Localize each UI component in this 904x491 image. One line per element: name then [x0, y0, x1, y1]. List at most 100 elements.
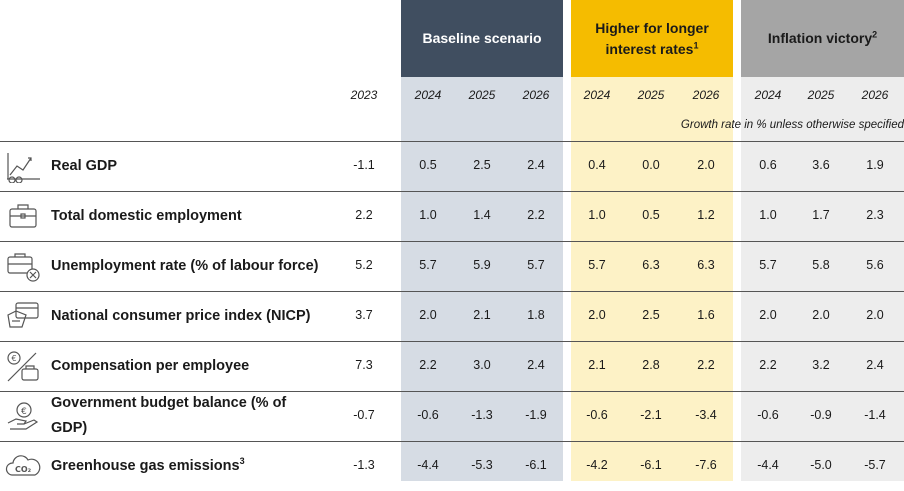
value-cell: -1.4 — [864, 408, 886, 422]
value-cell: 7.3 — [355, 358, 373, 372]
value-cell: -5.3 — [471, 458, 493, 472]
value-cell: 2.2 — [419, 358, 437, 372]
row-label: Unemployment rate (% of labour force) — [51, 254, 321, 279]
higher-rates-year-2026: 2026 — [692, 88, 720, 102]
value-cell: -2.1 — [640, 408, 662, 422]
higher-rates-title-wrap: Higher for longer interest rates1 — [592, 18, 712, 60]
table-row: Total domestic employment 2.2 1.0 1.4 2.2 1.0… — [0, 191, 904, 241]
table-row: € Government budget balance (% of GDP) -0.… — [0, 391, 904, 441]
value-cell: -4.2 — [586, 458, 608, 472]
value-cell: 3.2 — [812, 358, 830, 372]
row-label: Greenhouse gas emissions3 — [51, 454, 321, 479]
value-cell: 2.1 — [588, 358, 606, 372]
value-cell: 1.2 — [697, 208, 715, 222]
row-separator — [0, 241, 904, 242]
value-cell: 2.0 — [419, 308, 437, 322]
baseline-year-2025: 2025 — [468, 88, 496, 102]
inflation-victory-column-shading — [741, 0, 904, 481]
higher-rates-footnote-mark: 1 — [693, 39, 699, 50]
briefcase-x-icon — [4, 249, 42, 283]
row-footnote-mark: 3 — [239, 456, 245, 467]
table-row: Real GDP -1.1 0.5 2.5 2.4 0.4 0.0 2.0 0.6 3.6 1.9 — [0, 141, 904, 191]
value-cell: 5.6 — [866, 258, 884, 272]
value-cell: 2.1 — [473, 308, 491, 322]
value-cell: 3.6 — [812, 158, 830, 172]
value-cell: 1.6 — [697, 308, 715, 322]
table-row: National consumer price index (NICP) 3.7 2… — [0, 291, 904, 341]
baseline-scenario-header: Baseline scenario — [401, 0, 563, 77]
value-cell: 2.0 — [588, 308, 606, 322]
value-cell: -4.4 — [417, 458, 439, 472]
baseline-year-2024: 2024 — [414, 88, 442, 102]
value-cell: 0.6 — [759, 158, 777, 172]
value-cell: -1.1 — [353, 158, 375, 172]
value-cell: -5.7 — [864, 458, 886, 472]
value-cell: 6.3 — [642, 258, 660, 272]
value-cell: -6.1 — [640, 458, 662, 472]
value-cell: 1.9 — [866, 158, 884, 172]
inflation-victory-title-wrap: Inflation victory2 — [768, 28, 877, 49]
value-cell: 0.5 — [419, 158, 437, 172]
growth-chart-icon — [4, 149, 42, 184]
value-cell: 1.0 — [419, 208, 437, 222]
table-row: Unemployment rate (% of labour force) 5.2… — [0, 241, 904, 291]
value-cell: -6.1 — [525, 458, 547, 472]
value-cell: 1.0 — [759, 208, 777, 222]
value-cell: 3.7 — [355, 308, 373, 322]
year-2023-label: 2023 — [350, 88, 378, 102]
inflation-victory-header: Inflation victory2 — [741, 0, 904, 77]
value-cell: 6.3 — [697, 258, 715, 272]
value-cell: 2.0 — [697, 158, 715, 172]
value-cell: -1.3 — [471, 408, 493, 422]
inflation-victory-year-2026: 2026 — [861, 88, 889, 102]
value-cell: 5.7 — [419, 258, 437, 272]
value-cell: 5.7 — [588, 258, 606, 272]
value-cell: 5.9 — [473, 258, 491, 272]
row-separator — [0, 391, 904, 392]
value-cell: 2.8 — [642, 358, 660, 372]
higher-rates-year-2025: 2025 — [637, 88, 665, 102]
row-label-text: Greenhouse gas emissions — [51, 458, 240, 474]
table-row: € Compensation per employee 7.3 2.2 3.0 2.4 2.… — [0, 341, 904, 391]
higher-rates-header: Higher for longer interest rates1 — [571, 0, 733, 77]
value-cell: 2.2 — [759, 358, 777, 372]
svg-text:€: € — [21, 407, 27, 417]
value-cell: -4.4 — [757, 458, 779, 472]
row-separator — [0, 141, 904, 142]
higher-rates-title: Higher for longer interest rates — [595, 19, 709, 57]
row-label: Compensation per employee — [51, 354, 321, 379]
units-note: Growth rate in % unless otherwise specif… — [680, 119, 904, 131]
row-label-text: Total domestic employment — [51, 208, 242, 224]
row-label: National consumer price index (NICP) — [51, 304, 321, 329]
baseline-column-shading — [401, 0, 563, 481]
value-cell: 5.7 — [527, 258, 545, 272]
row-separator — [0, 341, 904, 342]
value-cell: 5.7 — [759, 258, 777, 272]
value-cell: 2.0 — [866, 308, 884, 322]
value-cell: -0.9 — [810, 408, 832, 422]
value-cell: 1.4 — [473, 208, 491, 222]
value-cell: 0.4 — [588, 158, 606, 172]
row-label-text: Unemployment rate (% of labour force) — [51, 258, 319, 274]
row-label: Total domestic employment — [51, 204, 321, 229]
value-cell: 2.2 — [527, 208, 545, 222]
value-cell: 2.0 — [759, 308, 777, 322]
row-label-text: Government budget balance (% of GDP) — [51, 395, 287, 436]
value-cell: 5.8 — [812, 258, 830, 272]
value-cell: -5.0 — [810, 458, 832, 472]
value-cell: -1.3 — [353, 458, 375, 472]
inflation-victory-year-2025: 2025 — [807, 88, 835, 102]
value-cell: 1.0 — [588, 208, 606, 222]
higher-rates-column-shading — [571, 0, 733, 481]
value-cell: -0.6 — [757, 408, 779, 422]
value-cell: 2.4 — [866, 358, 884, 372]
row-label: Real GDP — [51, 154, 321, 179]
card-payment-icon — [4, 299, 42, 333]
briefcase-icon — [4, 199, 42, 233]
inflation-victory-year-2024: 2024 — [754, 88, 782, 102]
row-label-text: Compensation per employee — [51, 358, 250, 374]
row-separator — [0, 441, 904, 442]
higher-rates-year-2024: 2024 — [583, 88, 611, 102]
value-cell: 2.5 — [642, 308, 660, 322]
value-cell: 2.4 — [527, 358, 545, 372]
